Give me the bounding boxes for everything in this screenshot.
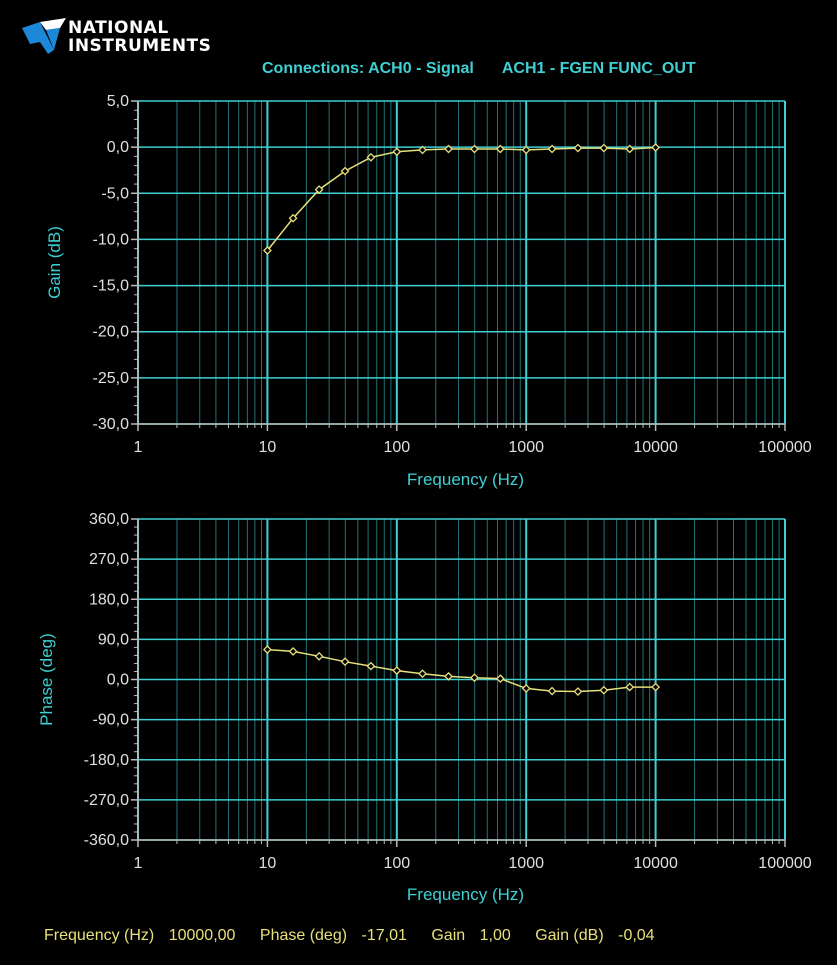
chart0-x-tick-label: 1000 [508,439,544,456]
chart0-data-point [262,246,272,255]
chart0-x-tick-label: 10 [259,439,277,456]
chart1-data-point [625,682,635,692]
chart1-data-point [547,686,557,696]
chart1-x-tick-label: 1 [134,855,143,872]
chart1-y-tick-label: 360,0 [89,511,129,528]
chart1-data-point [651,682,661,692]
readout-frequency-value: 10000,00 [168,927,236,944]
chart1-data-point [392,666,402,676]
chart0-y-tick-label: -25,0 [93,370,130,387]
chart1-data-point [288,646,298,656]
chart1-data-point [366,661,376,671]
chart1-y-axis-label: Phase (deg) [37,633,56,726]
chart0-data-point [599,143,609,153]
chart1-y-tick-label: -90,0 [93,712,130,729]
chart1-x-tick-label: 10 [259,855,277,872]
chart0-data-point [547,144,557,154]
chart0-data-point [418,145,427,155]
national-instruments-logo: NATIONAL INSTRUMENTS [20,14,220,60]
readout-gain-value: 1,00 [479,927,511,944]
chart0-data-point [288,213,298,223]
chart0-y-tick-label: -10,0 [93,231,130,248]
chart0-y-tick-label: 0,0 [107,139,129,156]
connection-ach1: ACH1 - FGEN FUNC_OUT [501,60,696,77]
chart1-y-tick-label: 270,0 [89,551,129,568]
chart1-data-point [573,687,583,696]
chart0-data-point [392,147,402,157]
chart0-data-point [573,143,583,153]
readout-gain-db-value: -0,04 [618,927,655,944]
chart1-data-point [495,674,505,684]
chart1-data-point [262,645,272,655]
chart1-data-point [599,685,609,695]
chart0-data-point [340,166,350,176]
chart1-x-tick-label: 1000 [508,855,544,872]
connections-header: Connections: ACH0 - Signal ACH1 - FGEN FU… [262,60,696,78]
chart1-x-tick-label: 10000 [633,855,678,872]
chart1-data-point [418,669,427,679]
chart0-data-point [625,144,635,154]
chart0-y-tick-label: -30,0 [93,416,130,433]
chart0-data-point [521,145,531,155]
chart0-y-tick-label: -20,0 [93,324,130,341]
chart0-data-point [366,152,376,162]
readout-phase-label: Phase (deg) [259,927,348,944]
chart1-data-point [314,651,324,661]
chart0-x-tick-label: 100000 [758,439,811,456]
logo-text-national: NATIONAL [68,18,169,38]
readout-frequency-label: Frequency (Hz) [44,927,155,944]
chart1-y-tick-label: -180,0 [84,752,129,769]
readout-phase-value: -17,01 [361,927,407,944]
readout-gain-db-label: Gain (dB) [535,927,604,944]
chart1-data-point [340,657,350,667]
chart1-series-line [267,648,656,693]
chart1-x-tick-label: 100000 [758,855,811,872]
chart0-data-point [314,185,324,195]
chart0-x-tick-label: 10000 [633,439,678,456]
chart0-data-point [495,144,505,154]
readout-gain-label: Gain [431,927,466,944]
chart1-data-point [444,671,453,681]
chart1-y-tick-label: -270,0 [84,792,129,809]
chart1-y-tick-label: 0,0 [107,672,129,689]
chart1-x-tick-label: 100 [383,855,410,872]
chart0-data-point [651,143,661,152]
ni-eagle-icon [22,18,66,54]
chart1-x-axis-label: Frequency (Hz) [407,885,524,904]
chart1-y-tick-label: 90,0 [98,631,129,648]
chart0-series-line [266,146,656,251]
cursor-readout: Frequency (Hz) 10000,00 Phase (deg) -17,… [44,927,655,945]
chart1-data-point [470,673,479,683]
chart0-y-tick-label: 5,0 [107,93,129,110]
chart1-y-tick-label: 180,0 [89,591,129,608]
chart0-x-tick-label: 100 [383,439,410,456]
chart0-x-tick-label: 1 [134,439,143,456]
chart0-data-point [470,144,479,154]
logo-text-instruments: INSTRUMENTS [68,36,212,56]
chart0-y-tick-label: -15,0 [93,278,130,295]
chart1-data-point [521,683,531,693]
chart0-x-axis-label: Frequency (Hz) [407,470,524,489]
chart0-y-axis-label: Gain (dB) [45,226,64,299]
chart0-data-point [444,144,453,154]
connection-ach0: Connections: ACH0 - Signal [262,60,474,77]
chart1-y-tick-label: -360,0 [84,832,129,849]
chart0-y-tick-label: -5,0 [101,185,129,202]
